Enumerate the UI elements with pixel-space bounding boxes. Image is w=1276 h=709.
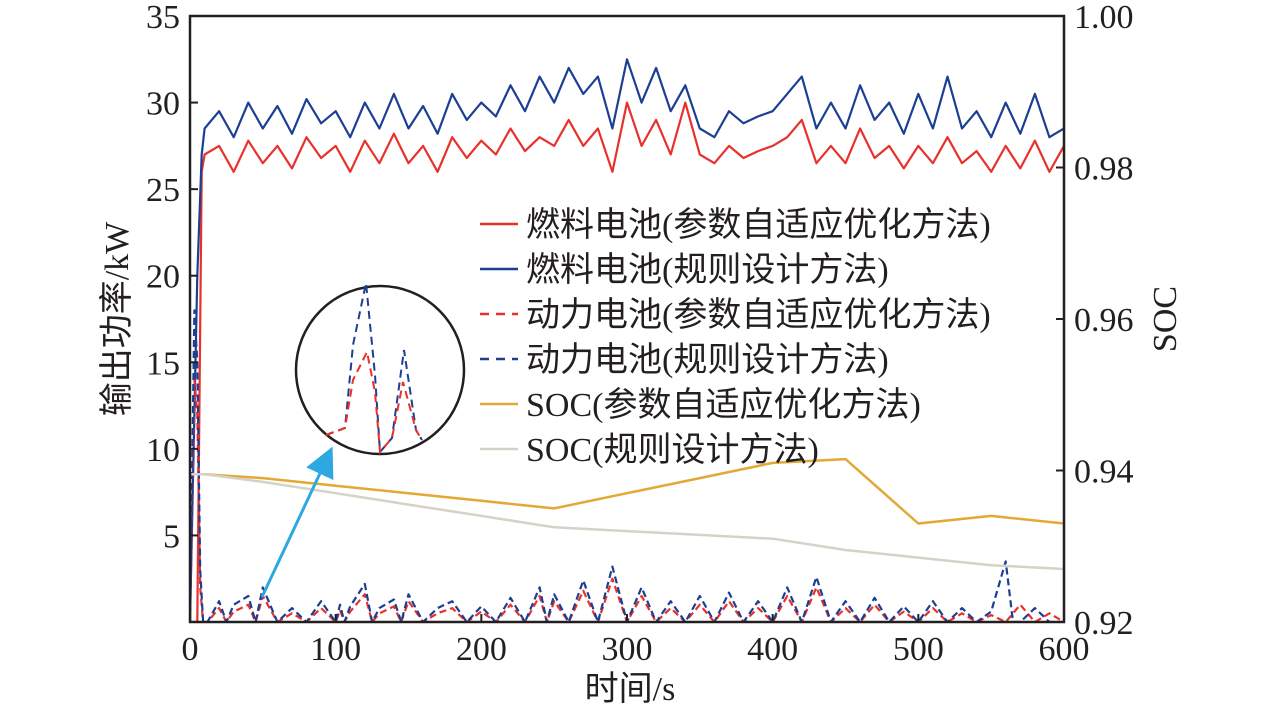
x-tick-label: 200 <box>456 631 507 668</box>
series-line-4 <box>190 309 1064 622</box>
legend-label: SOC(参数自适应优化方法) <box>526 386 921 424</box>
y-tick-label: 35 <box>146 0 180 36</box>
zoom-arrow <box>260 446 334 598</box>
series-line-1 <box>190 101 1064 622</box>
y2-axis-title: SOC <box>1147 286 1184 352</box>
zoom-blue-dashed <box>325 282 423 455</box>
series-line-2 <box>190 58 1064 622</box>
series-line-6 <box>190 473 1064 571</box>
y2-tick-label: 0.96 <box>1074 302 1134 339</box>
y-tick-label: 5 <box>163 518 180 555</box>
y-tick-label: 10 <box>146 432 180 469</box>
zoom-circle <box>260 282 466 598</box>
x-tick-label: 300 <box>602 631 653 668</box>
x-tick-label: 0 <box>182 631 199 668</box>
y-tick-label: 15 <box>146 345 180 382</box>
y-tick-label: 25 <box>146 172 180 209</box>
x-tick-label: 600 <box>1039 631 1090 668</box>
x-tick-label: 100 <box>310 631 361 668</box>
tick-layer: 0 100 200 300 400 500 600 5 10 15 20 25 30 35 0.92 0.94… <box>146 0 1134 668</box>
y2-tick-label: 0.92 <box>1074 605 1134 642</box>
legend-label: 燃料电池(规则设计方法) <box>526 251 889 289</box>
legend-label: 动力电池(规则设计方法) <box>526 341 889 379</box>
legend-label: 动力电池(参数自适应优化方法) <box>526 296 991 334</box>
y-tick-label: 20 <box>146 259 180 296</box>
y-axis-title: 输出功率/kW <box>98 221 136 416</box>
legend-label: 燃料电池(参数自适应优化方法) <box>526 206 991 244</box>
series-layer <box>190 58 1064 622</box>
x-tick-label: 400 <box>747 631 798 668</box>
x-axis-title: 时间/s <box>585 671 676 708</box>
y-tick-label: 30 <box>146 86 180 123</box>
y2-tick-label: 0.98 <box>1074 151 1134 188</box>
legend-label: SOC(规则设计方法) <box>526 431 819 469</box>
series-line-5 <box>190 457 1064 525</box>
legend: 燃料电池(参数自适应优化方法) 燃料电池(规则设计方法) 动力电池(参数自适应优化方… <box>480 206 991 469</box>
y2-tick-label: 0.94 <box>1074 454 1134 491</box>
y2-tick-label: 1.00 <box>1074 0 1134 36</box>
zoom-red-dashed <box>325 348 423 455</box>
x-tick-label: 500 <box>893 631 944 668</box>
